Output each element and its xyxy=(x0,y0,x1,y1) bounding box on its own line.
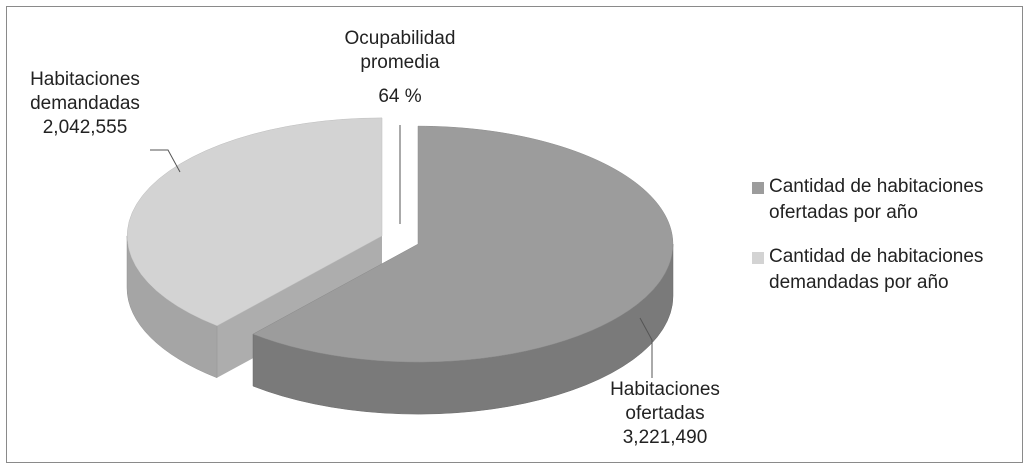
slice-label: Habitaciones ofertadas xyxy=(610,379,720,424)
annotation-value: 64 % xyxy=(378,86,422,107)
legend-label: Cantidad de habitaciones demandadas por … xyxy=(769,246,984,293)
annotation-text: Ocupabilidad promedia xyxy=(344,28,456,73)
value-label: 3,221,490 xyxy=(622,427,708,448)
slice xyxy=(252,125,674,363)
pie xyxy=(126,117,674,415)
legend-label: Cantidad de habitaciones ofertadas por a… xyxy=(769,176,984,223)
legend-swatch xyxy=(752,252,764,264)
value-label: 2,042,555 xyxy=(42,117,128,138)
slice-label: Habitaciones demandadas xyxy=(30,69,140,114)
leader-line xyxy=(639,317,653,378)
legend-swatch xyxy=(752,182,764,194)
slice xyxy=(126,117,383,327)
leader-line xyxy=(150,149,181,173)
